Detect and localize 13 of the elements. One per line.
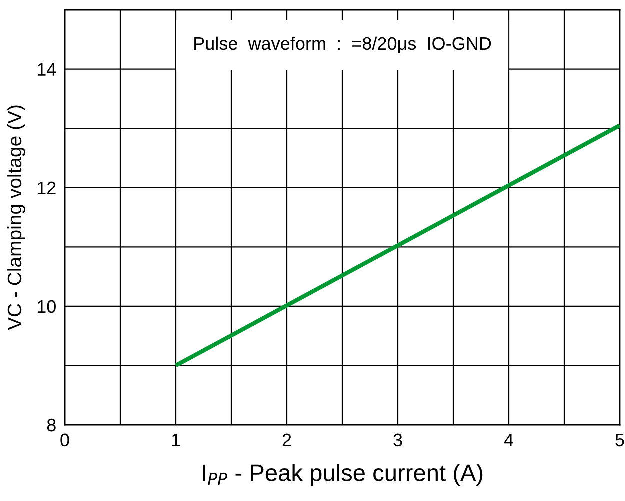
y-tick-label: 10	[38, 300, 56, 314]
y-axis-title: VC - Clamping voltage (V)	[7, 106, 26, 330]
x-tick-label: 1	[172, 434, 180, 446]
y-tick-label: 8	[47, 418, 56, 432]
y-tick-label: 14	[38, 63, 56, 76]
x-tick-label: 3	[394, 434, 402, 447]
annotation: Pulse waveform : =8/20μs IO-GND	[194, 36, 492, 54]
y-tick-label: 12	[38, 182, 56, 194]
x-tick-label: 2	[282, 434, 292, 446]
x-axis-title: I$_{PP}$ - Peak pulse current (A)	[203, 464, 483, 486]
x-tick-label: 4	[504, 434, 514, 446]
x-tick-label: 5	[616, 434, 624, 447]
x-tick-label: 0	[60, 434, 70, 447]
